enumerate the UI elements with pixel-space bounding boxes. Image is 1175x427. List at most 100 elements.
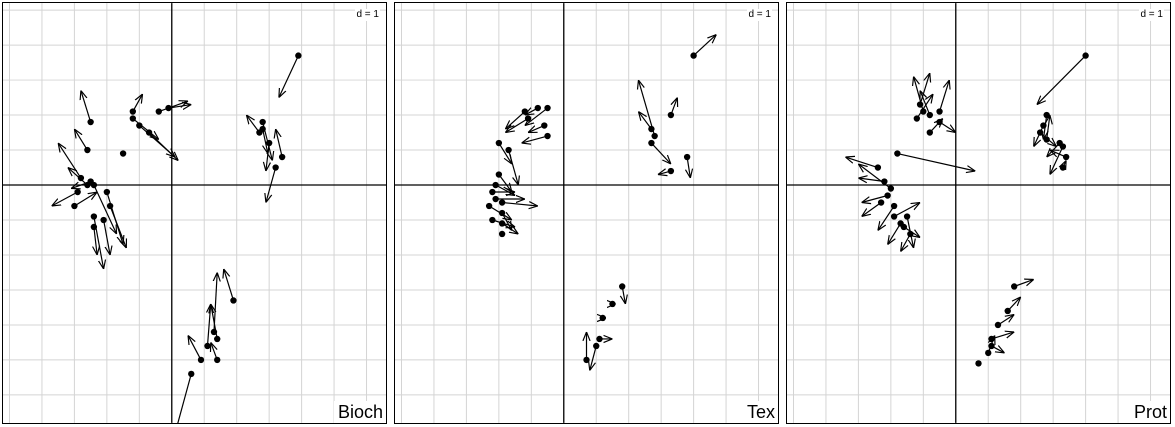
displacement-arrow (1050, 150, 1067, 158)
point-marker (84, 146, 91, 154)
panel-label: Bioch (333, 401, 386, 423)
displacement-arrow (1037, 55, 1087, 105)
displacement-arrow (650, 142, 670, 164)
data-point (498, 199, 538, 206)
point-marker (90, 213, 98, 220)
data-point (505, 146, 518, 185)
point-marker (77, 174, 85, 182)
scatter-plot-prot (787, 3, 1170, 423)
displacement-arrow (211, 342, 218, 361)
displacement-arrow (74, 129, 88, 151)
point-marker (894, 150, 901, 157)
point-marker (204, 342, 211, 350)
point-marker (667, 111, 675, 119)
point-marker (1059, 143, 1067, 150)
data-point (638, 80, 658, 140)
data-point (1060, 161, 1066, 171)
displacement-arrow (528, 124, 545, 133)
displacement-arrow (279, 55, 299, 98)
data-point (58, 143, 85, 182)
data-point (926, 119, 943, 136)
displacement-arrow (525, 108, 539, 115)
displacement-arrow (263, 128, 268, 153)
data-point (100, 216, 110, 255)
displacement-arrow (919, 73, 930, 105)
point-marker (498, 230, 506, 238)
displacement-arrow (214, 272, 217, 332)
data-point (890, 203, 920, 220)
displacement-arrow (505, 118, 529, 133)
point-marker (920, 108, 927, 115)
point-marker (1040, 122, 1047, 129)
data-point (204, 304, 211, 350)
point-marker (593, 342, 600, 350)
point-marker (87, 118, 94, 126)
displacement-arrow (888, 223, 902, 244)
displacement-arrow (858, 164, 892, 189)
data-point (894, 150, 975, 171)
displacement-arrow (498, 142, 512, 164)
data-point (224, 269, 237, 304)
point-marker (890, 202, 898, 210)
data-point (259, 125, 268, 154)
displacement-arrow (148, 132, 178, 161)
data-point (106, 202, 126, 248)
data-point (525, 104, 541, 115)
displacement-arrow (498, 174, 512, 192)
grid (3, 3, 386, 423)
data-point (862, 199, 885, 216)
data-point (52, 188, 81, 206)
data-point (914, 77, 927, 115)
panel-label: Prot (1129, 401, 1170, 423)
data-point (522, 132, 551, 143)
displacement-arrow (93, 184, 117, 234)
point-marker (524, 115, 532, 122)
data-point (266, 164, 279, 202)
point-marker (900, 223, 908, 231)
data-point (975, 360, 982, 367)
displacement-arrow (246, 115, 260, 133)
displacement-arrow (188, 335, 202, 361)
data-point (985, 335, 995, 357)
displacement-arrow (901, 233, 911, 251)
displacement-arrow (845, 157, 879, 169)
data-point (74, 129, 91, 154)
data-point (129, 115, 159, 139)
point-marker (534, 104, 541, 112)
data-point (90, 223, 97, 255)
point-marker (498, 199, 506, 206)
data-point (489, 189, 516, 195)
data-point (492, 181, 515, 196)
data-point (145, 129, 178, 161)
scale-label: d = 1 (1139, 9, 1164, 21)
data-point (505, 115, 532, 133)
scatter-plot-tex (395, 3, 778, 423)
displacement-arrow (207, 304, 210, 346)
point-marker (596, 335, 603, 343)
displacement-arrow (177, 373, 192, 423)
data-point (90, 181, 117, 234)
data-point (878, 202, 898, 231)
displacement-arrow (939, 121, 956, 132)
point-marker (155, 108, 162, 115)
data-point (901, 230, 914, 252)
point-marker (975, 360, 982, 367)
displacement-arrow (1063, 161, 1066, 168)
displacement-arrow (94, 226, 97, 255)
displacement-arrow (52, 191, 78, 206)
data-point (667, 98, 678, 119)
data-point (845, 157, 882, 171)
data-point (936, 80, 949, 115)
displacement-arrow (81, 91, 92, 123)
displacement-arrow (103, 219, 110, 255)
displacement-arrow (897, 152, 975, 171)
displacement-arrow (168, 105, 192, 108)
displacement-arrow (522, 135, 548, 143)
displacement-arrow (1014, 279, 1033, 288)
data-point (936, 118, 956, 133)
data-point (913, 94, 933, 122)
data-point (498, 220, 518, 234)
data-point (609, 301, 616, 307)
displacement-arrow (987, 335, 994, 354)
displacement-arrow (1034, 125, 1044, 147)
